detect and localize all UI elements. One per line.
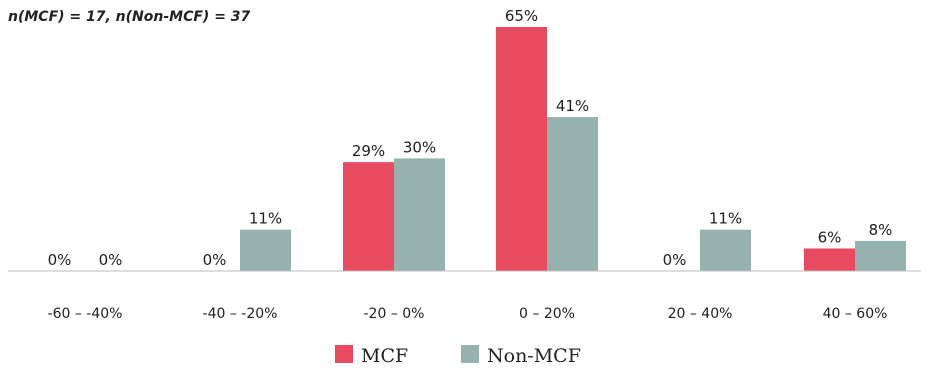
x-tick-label-1: -40 – -20% [203,306,278,322]
x-tick-labels-group: -60 – -40% -40 – -20% -20 – 0% 0 – 20% 20 – … [48,306,888,322]
data-label-non-mcf-0: 0% [99,251,123,269]
bar-non-mcf-5 [855,240,906,271]
sample-size-annotation: n(MCF) = 17, n(Non-MCF) = 37 [8,9,251,25]
data-label-mcf-3: 65% [505,7,538,25]
x-tick-label-0: -60 – -40% [48,306,123,322]
data-label-mcf-1: 0% [203,251,227,269]
x-tick-label-2: -20 – 0% [364,306,425,322]
x-tick-label-3: 0 – 20% [519,306,575,322]
legend-label-non-mcf: Non-MCF [487,345,581,367]
bar-mcf-2 [343,162,394,271]
data-label-mcf-0: 0% [48,251,72,269]
legend-swatch-mcf [335,345,353,363]
x-tick-label-5: 40 – 60% [823,306,888,322]
data-label-non-mcf-2: 30% [403,138,436,156]
bar-mcf-3 [496,27,547,271]
data-labels-group: 0% 0% 0% 11% 29% 30% 65% 41% 0% 11% 6% 8% [48,7,893,269]
data-label-non-mcf-4: 11% [709,210,742,228]
bars-group [240,27,906,271]
data-label-mcf-4: 0% [663,251,687,269]
data-label-non-mcf-5: 8% [869,221,893,239]
legend: MCF Non-MCF [335,345,581,367]
x-tick-label-4: 20 – 40% [668,306,733,322]
data-label-non-mcf-1: 11% [249,210,282,228]
data-label-mcf-5: 6% [818,228,842,246]
bar-mcf-5 [804,248,855,271]
data-label-non-mcf-3: 41% [556,97,589,115]
bar-non-mcf-4 [700,229,751,271]
bar-non-mcf-3 [547,117,598,271]
bar-non-mcf-2 [394,158,445,271]
legend-swatch-non-mcf [461,345,479,363]
legend-label-mcf: MCF [361,345,408,367]
data-label-mcf-2: 29% [352,142,385,160]
bar-non-mcf-1 [240,229,291,271]
